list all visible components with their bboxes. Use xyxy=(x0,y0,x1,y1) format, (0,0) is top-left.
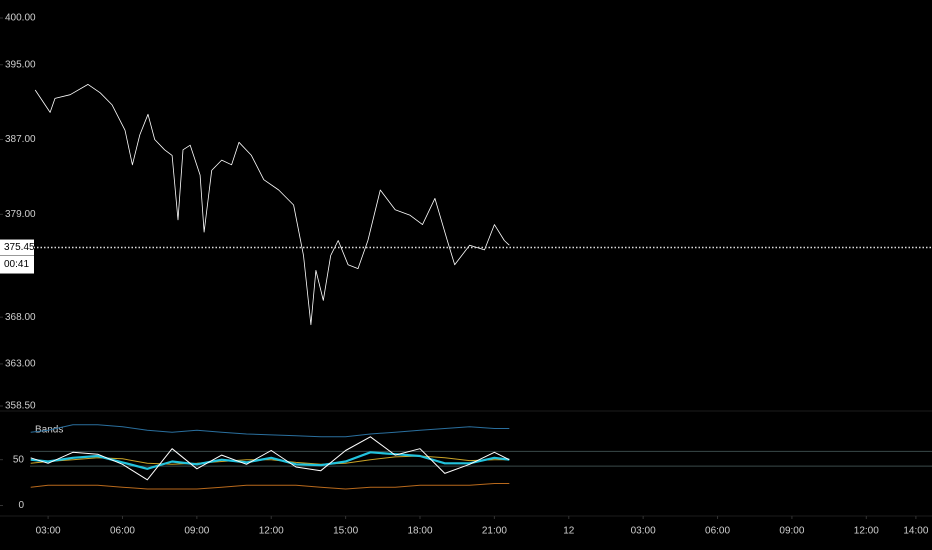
x-tick-label: 15:00 xyxy=(333,526,358,537)
y-tick-label: 363.00 xyxy=(5,359,36,370)
y-tick-label: 358.50 xyxy=(5,401,36,412)
x-tick-label: 21:00 xyxy=(482,526,507,537)
x-tick-label: 12 xyxy=(563,526,575,537)
y-tick-label: 395.00 xyxy=(5,59,36,70)
y-tick-label: 368.00 xyxy=(5,312,36,323)
x-tick-label: 09:00 xyxy=(779,526,804,537)
x-tick-label: 03:00 xyxy=(631,526,656,537)
indicator-line xyxy=(30,451,510,470)
x-tick-label: 06:00 xyxy=(705,526,730,537)
x-tick-label: 12:00 xyxy=(259,526,284,537)
x-tick-label: 18:00 xyxy=(407,526,432,537)
y-tick-label: 400.00 xyxy=(5,13,36,24)
indicator-line xyxy=(30,436,510,481)
indicator-line xyxy=(30,483,510,490)
y-tick-label: 0 xyxy=(18,500,24,511)
x-tick-label: 06:00 xyxy=(110,526,135,537)
y-tick-label: 50 xyxy=(13,454,25,465)
x-tick-label: 12:00 xyxy=(854,526,879,537)
x-tick-label: 03:00 xyxy=(36,526,61,537)
y-tick-label: 379.00 xyxy=(5,209,36,220)
indicator-line xyxy=(30,424,510,438)
last-price-box xyxy=(0,239,34,274)
last-price-label: 375.45 xyxy=(4,242,35,253)
x-tick-label: 14:00 xyxy=(903,526,928,537)
x-tick-label: 09:00 xyxy=(184,526,209,537)
y-tick-label: 387.00 xyxy=(5,134,36,145)
price-line xyxy=(34,84,510,326)
countdown-label: 00:41 xyxy=(4,259,29,270)
